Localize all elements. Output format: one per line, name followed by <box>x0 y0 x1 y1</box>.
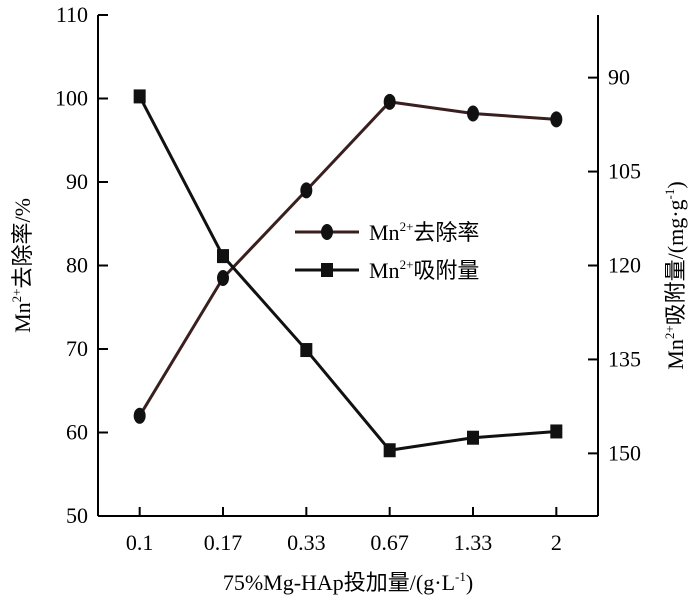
legend-label-1-part: 2+ <box>400 219 414 234</box>
series-line-2 <box>138 95 557 452</box>
legend-label-2-part: Mn <box>369 258 400 283</box>
y-left-tick-label: 60 <box>66 420 88 445</box>
axes <box>97 15 599 517</box>
series-1-point <box>217 270 229 287</box>
x-tick-label: 0.1 <box>126 530 154 555</box>
x-axis-title-part: ) <box>466 570 473 595</box>
y-left-tick-label: 50 <box>66 503 88 528</box>
y-left-axis-title-part: 2+ <box>9 289 24 303</box>
series-1-point <box>467 105 479 122</box>
series-2-point <box>550 424 563 439</box>
y-left-axis-title: Mn2+去除率/% <box>9 198 35 333</box>
legend-marker-2 <box>321 263 333 277</box>
series-line-1 <box>138 100 557 417</box>
y-left-axis-title-part: 去除率/% <box>10 198 35 288</box>
legend-marker-1 <box>321 224 333 240</box>
series-1-point <box>133 407 146 424</box>
y-right-tick-label: 90 <box>608 65 630 90</box>
y-left-axis-title-part: Mn <box>10 302 35 333</box>
y-right-axis-title-part: 吸附量/(mg·g <box>663 199 688 325</box>
y-left-tick-label: 110 <box>56 2 88 27</box>
series-layer <box>133 89 563 458</box>
x-tick-label: 2 <box>551 530 562 555</box>
series-2-point <box>383 443 396 458</box>
legend-label-1-part: 去除率 <box>413 220 479 245</box>
series-2-point <box>467 430 479 445</box>
y-left-tick-label: 100 <box>55 86 88 111</box>
legend-label-2-part: 2+ <box>400 257 414 272</box>
x-axis-title-part: -1 <box>455 569 466 584</box>
series-2-point <box>300 343 313 358</box>
legend-label-2: Mn2+吸附量 <box>369 257 479 283</box>
x-tick-label: 0.17 <box>204 530 243 555</box>
x-axis-title-part: 75%Mg-HAp投加量/(g·L <box>223 570 455 595</box>
y-left-tick-label: 70 <box>66 336 88 361</box>
x-axis-title: 75%Mg-HAp投加量/(g·L-1) <box>223 569 473 595</box>
series-1-point <box>550 111 563 128</box>
series-2-point <box>217 249 229 264</box>
legend-label-2-part: 吸附量 <box>413 258 479 283</box>
y-right-tick-label: 105 <box>608 159 641 184</box>
x-tick-label: 0.67 <box>370 530 409 555</box>
y-right-tick-label: 120 <box>608 253 641 278</box>
legend-label-1-part: Mn <box>369 220 400 245</box>
y-right-axis-title: Mn2+吸附量/(mg·g-1) <box>662 181 688 369</box>
series-1-point <box>300 182 313 199</box>
y-right-tick-label: 150 <box>608 440 641 465</box>
axis-ticks: 50 60 70 80 90 100 110 90 105 120 135 150 0.1 0.17 0.3… <box>55 2 641 555</box>
axis-titles: 75%Mg-HAp投加量/(g·L-1)Mn2+去除率/%Mn2+吸附量/(mg… <box>9 181 688 595</box>
legend-label-1: Mn2+去除率 <box>369 219 479 245</box>
y-right-axis-title-part: -1 <box>662 189 677 200</box>
series-1-point <box>383 93 396 110</box>
y-right-tick-label: 135 <box>608 346 641 371</box>
y-left-tick-label: 90 <box>66 169 88 194</box>
y-right-axis-title-part: 2+ <box>662 325 677 339</box>
series-2-point <box>133 89 146 104</box>
x-tick-label: 1.33 <box>454 530 493 555</box>
y-left-tick-label: 80 <box>66 253 88 278</box>
x-tick-label: 0.33 <box>287 530 326 555</box>
y-right-axis-title-part: ) <box>663 181 688 188</box>
y-right-axis-title-part: Mn <box>663 339 688 370</box>
